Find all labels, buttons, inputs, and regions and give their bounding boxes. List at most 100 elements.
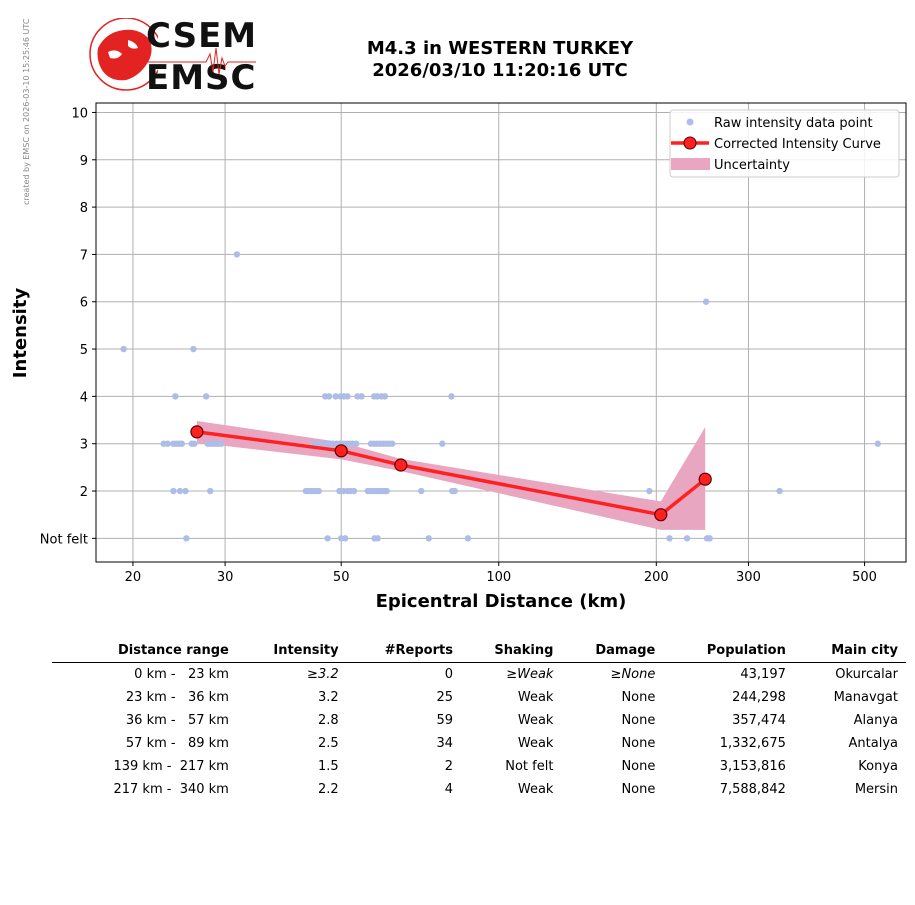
legend-band-label: Uncertainty (714, 158, 790, 173)
table-row: 57 km - 89 km 2.5 34 Weak None 1,332,675… (52, 732, 906, 755)
y-tick-label: 2 (80, 485, 88, 500)
raw-data-point (164, 440, 171, 447)
legend: Raw intensity data point Corrected Inten… (669, 109, 900, 178)
raw-data-point (218, 440, 225, 447)
raw-data-point (325, 393, 333, 400)
globe-logo-icon (89, 18, 158, 91)
cell-range: 0 km - 23 km (134, 667, 229, 682)
curve-marker (654, 508, 668, 522)
cell-reports: 59 (436, 713, 453, 728)
raw-data-point (332, 393, 339, 400)
cell-shaking: Not felt (505, 759, 554, 774)
cell-city: Okurcalar (835, 667, 898, 682)
cell-damage: None (621, 736, 656, 751)
y-tick-label: 3 (80, 438, 88, 453)
raw-data-point (190, 345, 197, 353)
header-reports: #Reports (346, 640, 461, 663)
legend-curve-label: Corrected Intensity Curve (714, 137, 881, 152)
raw-data-point (183, 535, 190, 542)
raw-data-point (207, 487, 214, 495)
raw-data-point (425, 535, 432, 542)
cell-range: 23 km - 36 km (125, 690, 229, 705)
x-tick-label: 100 (486, 570, 511, 585)
legend-curve-marker (683, 136, 697, 150)
raw-data-point (451, 487, 458, 495)
cell-population: 43,197 (740, 667, 786, 682)
raw-data-point (706, 535, 713, 542)
x-ticks: 20 30 50 100 200 300 500 (125, 562, 877, 585)
raw-data-point (418, 487, 425, 495)
raw-data-point (172, 393, 179, 400)
legend-raw-label: Raw intensity data point (714, 116, 873, 131)
header-damage: Damage (561, 640, 664, 663)
cell-reports: 4 (444, 782, 453, 797)
header-intensity: Intensity (236, 640, 347, 663)
raw-data-point (170, 487, 177, 495)
raw-data-point (342, 535, 349, 542)
cell-intensity: 2.2 (317, 782, 339, 797)
curve-marker (334, 444, 348, 458)
raw-data-point (666, 535, 673, 542)
cell-shaking: Weak (517, 782, 554, 797)
x-tick-label: 50 (333, 570, 350, 585)
raw-data-point (702, 298, 710, 305)
table-row: 217 km - 340 km 2.2 4 Weak None 7,588,84… (52, 778, 906, 801)
cell-intensity: 1.5 (317, 759, 339, 774)
csem-emsc-logo: CSEM EMSC (88, 16, 258, 98)
cell-damage: None (621, 690, 656, 705)
cell-city: Konya (858, 759, 898, 774)
intensity-table: Distance range Intensity #Reports Shakin… (52, 640, 906, 801)
raw-data-point (315, 487, 322, 495)
y-tick-label: 10 (71, 106, 88, 121)
intensity-chart: 20 30 50 100 200 300 500 Not felt 2 3 4 5 6 7 8 9 10 Ep… (10, 102, 907, 612)
header-distance-range: Distance range (52, 640, 237, 663)
header-population: Population (663, 640, 794, 663)
raw-data-point (381, 393, 389, 400)
table-header-row: Distance range Intensity #Reports Shakin… (52, 640, 906, 663)
seismogram-icon (146, 47, 256, 75)
cell-range: 217 km - 340 km (113, 782, 229, 797)
x-tick-label: 20 (125, 570, 142, 585)
raw-data-point (439, 440, 446, 447)
cell-reports: 2 (444, 759, 453, 774)
x-tick-label: 300 (736, 570, 761, 585)
raw-data-point (358, 393, 365, 400)
raw-data-point (646, 487, 653, 495)
chart-title: M4.3 in WESTERN TURKEY 2026/03/10 11:20:… (300, 38, 700, 82)
y-tick-label: 8 (80, 201, 88, 216)
y-tick-label: Not felt (40, 532, 88, 547)
cell-shaking: ≥Weak (506, 667, 554, 682)
x-tick-label: 500 (852, 570, 877, 585)
title-line-2: 2026/03/10 11:20:16 UTC (372, 60, 628, 81)
raw-data-point (350, 487, 358, 495)
table-row: 23 km - 36 km 3.2 25 Weak None 244,298 M… (52, 686, 906, 709)
y-axis-label: Intensity (10, 288, 31, 379)
cell-population: 7,588,842 (719, 782, 786, 797)
raw-data-point (464, 535, 472, 542)
logo-text-emsc: EMSC (146, 58, 257, 98)
curve-marker (394, 458, 408, 472)
cell-population: 3,153,816 (719, 759, 786, 774)
cell-population: 244,298 (732, 690, 786, 705)
cell-range: 57 km - 89 km (125, 736, 229, 751)
cell-range: 139 km - 217 km (113, 759, 229, 774)
curve-marker (698, 472, 712, 486)
plot-frame (95, 102, 907, 563)
raw-data-point (344, 393, 351, 400)
x-tick-label: 30 (217, 570, 234, 585)
raw-data-point (233, 251, 241, 258)
header-shaking: Shaking (460, 640, 562, 663)
y-tick-label: 7 (80, 248, 88, 263)
raw-data-point (874, 440, 882, 447)
raw-data-point (178, 440, 186, 447)
raw-data-point (314, 440, 321, 447)
cell-intensity: 2.8 (317, 713, 339, 728)
cell-city: Alanya (853, 713, 898, 728)
cell-shaking: Weak (517, 736, 554, 751)
cell-damage: None (621, 713, 656, 728)
corrected-curve (190, 425, 712, 522)
cell-shaking: Weak (517, 690, 554, 705)
cell-range: 36 km - 57 km (125, 713, 229, 728)
legend-raw-swatch (686, 118, 694, 126)
raw-data-point (202, 393, 210, 400)
